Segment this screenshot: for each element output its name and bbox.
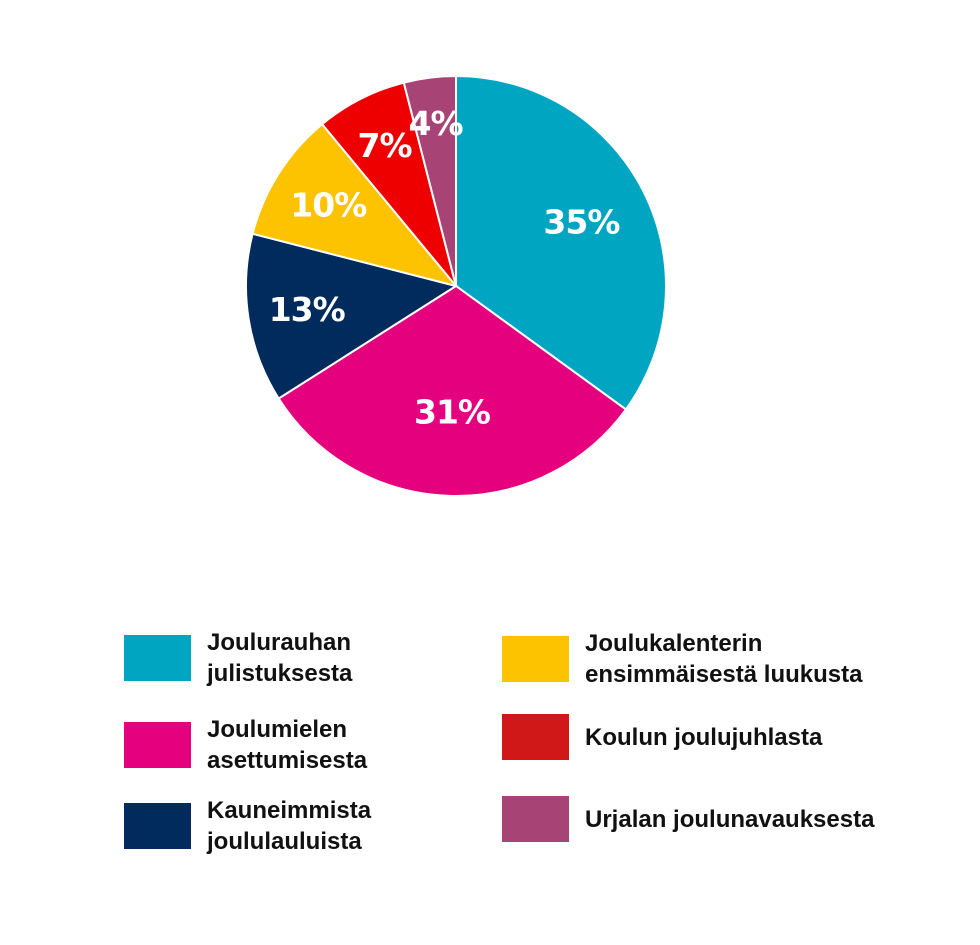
pie-slice <box>245 232 459 400</box>
pie-slice <box>251 122 459 288</box>
slice-percent-label: 35% <box>543 203 620 242</box>
slice-percent-label: 31% <box>414 392 491 431</box>
pie-slices <box>245 74 667 497</box>
pie-labels: 35% 31% 13% 10% 7%4% <box>269 104 622 431</box>
pie-slice <box>455 74 667 411</box>
slice-percent-label: 4% <box>408 104 463 143</box>
slice-percent-label: 13% <box>269 290 346 329</box>
pie-slice <box>402 74 457 287</box>
pie-slice <box>277 284 628 497</box>
slice-percent-label: 10% <box>290 186 367 225</box>
slice-percent-label: 7% <box>357 126 412 165</box>
